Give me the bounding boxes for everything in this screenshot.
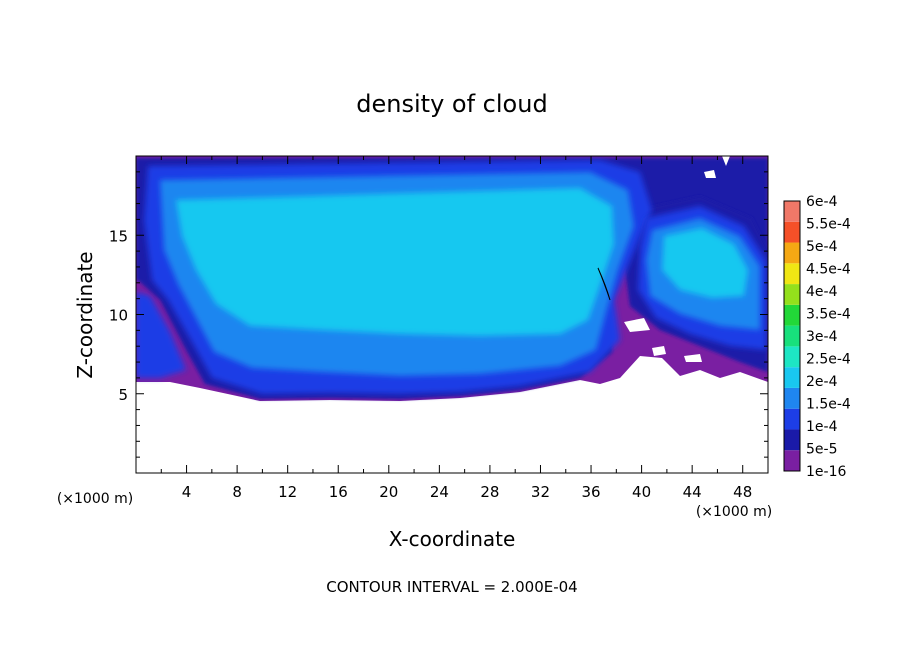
contour-interval-footer: CONTOUR INTERVAL = 2.000E-04 [326,578,577,596]
colorbar-label: 4e-4 [806,284,838,300]
colorbar-swatch [784,429,800,451]
x-tick-label: 40 [632,483,651,501]
colorbar-label: 6e-4 [806,194,838,210]
colorbar-swatch [784,387,800,409]
colorbar-label: 1.5e-4 [806,397,851,413]
x-tick-label: 4 [182,483,192,501]
x-axis-label: X-coordinate [389,527,516,551]
colorbar-swatch [784,450,800,471]
y-tick-label: 15 [109,227,128,245]
density-region-2e-4-right [662,228,748,298]
x-tick-label: 28 [480,483,499,501]
colorbar-swatch [784,284,800,305]
colorbar-label: 5e-4 [806,239,838,255]
x-tick-label: 12 [278,483,297,501]
contour-line [597,267,611,301]
colorbar-label: 3e-4 [806,329,838,345]
x-tick-label: 48 [733,483,752,501]
colorbar-swatch [784,221,800,243]
colorbar-swatch [784,367,800,388]
colorbar-label: 2e-4 [806,374,838,390]
colorbar-swatch [784,201,800,222]
colorbar-label: 5e-5 [806,442,837,458]
colorbar-label: 3.5e-4 [806,307,851,323]
colorbar-label: 1e-16 [806,464,846,480]
colorbar-label: 2.5e-4 [806,352,851,368]
x-tick-label: 20 [379,483,398,501]
clear-gap-2 [704,170,716,178]
colorbar-swatch [784,242,800,264]
colorbar-frame [783,200,801,472]
y-axis-label: Z-coordinate [73,251,97,378]
colorbar-swatch [784,346,800,368]
x-tick-label: 8 [232,483,242,501]
x-tick-label: 44 [683,483,702,501]
x-unit-label: (×1000 m) [696,504,772,520]
clear-gap-1 [722,156,730,166]
density-region-2e-4 [176,188,614,336]
colorbar: 1e-16 5e-5 1e-4 1.5e-4 2e-4 2.5e-4 3e-4 3.5e-4 4… [783,194,851,480]
x-tick-label: 24 [430,483,449,501]
y-axis-ticks: 5 10 15 [109,171,768,458]
clear-gap-5 [684,354,702,362]
colorbar-label: 1e-4 [806,419,838,435]
colorbar-swatch [784,263,800,285]
z-unit-label: (×1000 m) [57,491,133,507]
colorbar-swatch [784,304,800,326]
colorbar-swatch [784,325,800,347]
colorbar-swatch [784,408,800,430]
clear-gap-3 [624,318,650,332]
x-axis-ticks: 4 8 12 16 20 24 28 32 36 40 44 48 [160,156,752,501]
colorbar-label: 4.5e-4 [806,262,851,278]
chart-title: density of cloud [356,90,547,118]
x-tick-label: 32 [531,483,550,501]
y-tick-label: 10 [109,307,128,325]
y-tick-label: 5 [118,386,128,404]
x-tick-label: 36 [581,483,600,501]
x-tick-label: 16 [329,483,348,501]
colorbar-label: 5.5e-4 [806,217,851,233]
density-region-1e-4-left [136,292,186,378]
cloud-density-field [136,156,768,473]
clear-gap-4 [652,346,666,356]
